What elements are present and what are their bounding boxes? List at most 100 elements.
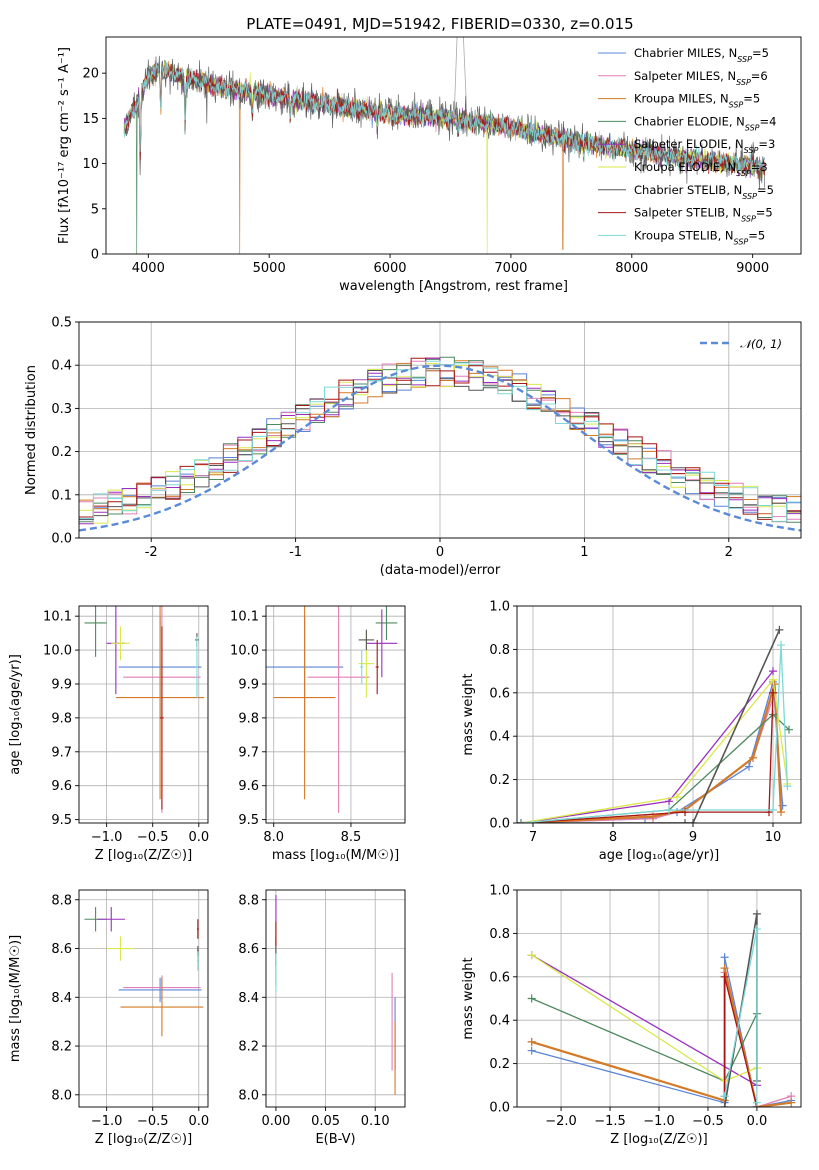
weight-line-chabrier-elodie — [531, 997, 758, 1082]
x-axis-label: Z [log₁₀(Z/Z☉)] — [95, 1132, 192, 1147]
y-tick-label: 0.8 — [489, 643, 510, 658]
x-tick-label: 0.0 — [188, 1114, 209, 1129]
errorbar-point — [196, 919, 199, 939]
x-tick-label: −1.0 — [91, 830, 123, 845]
weight-line-salpeter-stelib — [723, 976, 758, 1107]
axes-frame — [516, 605, 802, 824]
y-axis-label: age [log₁₀(age/yr)] — [8, 654, 23, 775]
weight-marker — [787, 1098, 796, 1107]
chart-spectrum: 4000 5000 6000 7000 8000 9000 0 5 10 15 20 waveleng… — [57, 36, 802, 294]
y-tick-label: 8.0 — [238, 1088, 259, 1103]
y-axis-label: mass weight — [461, 673, 476, 755]
errorbar-point — [84, 606, 107, 657]
y-tick-label: 8.4 — [51, 991, 72, 1006]
y-tick-label: 9.9 — [51, 677, 72, 692]
legend-entry: Kroupa STELIB, NSSP=5 — [634, 228, 765, 246]
gridlines — [79, 606, 208, 823]
weight-marker — [720, 953, 729, 962]
plot-area — [84, 606, 205, 813]
figure-title: PLATE=0491, MJD=51942, FIBERID=0330, z=0… — [246, 15, 633, 33]
weight-marker — [769, 667, 777, 676]
weight-marker — [745, 762, 753, 771]
y-tick-label: 0.0 — [489, 1101, 510, 1116]
chart-residuals: -2 -1 0 1 2 0.0 0.1 0.2 0.3 0.4 0.5 (data-model)/er… — [24, 316, 802, 578]
axes-frame — [78, 321, 802, 539]
weight-marker — [517, 819, 525, 823]
x-tick-label: −1.5 — [594, 1114, 626, 1129]
y-tick-label: 10.0 — [43, 644, 72, 659]
legend: Chabrier MILES, NSSP=5 Salpeter MILES, NS… — [598, 46, 776, 246]
y-tick-label: 9.8 — [238, 711, 259, 726]
y-tick-label: 0 — [91, 248, 99, 263]
y-tick-label: 0.4 — [489, 730, 510, 745]
plot-area — [79, 356, 801, 532]
weight-marker — [527, 951, 536, 960]
gridlines — [517, 605, 801, 824]
x-tick-label: 0.00 — [261, 1114, 290, 1129]
y-tick-label: 10.1 — [43, 610, 72, 625]
normal-reference-curve — [79, 364, 801, 532]
x-axis-label: (data-model)/error — [380, 563, 501, 578]
errorbar-point — [111, 626, 130, 661]
weight-marker — [769, 805, 777, 814]
legend-entry: Salpeter ELODIE, NSSP=3 — [634, 137, 775, 155]
errorbar-point — [360, 650, 364, 684]
weight-marker — [775, 625, 784, 634]
y-tick-label: 0.0 — [51, 532, 72, 547]
ticks: −1.0 −0.5 0.0 9.5 9.6 9.7 9.8 9.9 10.0 10.1 — [43, 610, 209, 845]
plot-area — [275, 894, 396, 1095]
legend-entry: Kroupa MILES, NSSP=5 — [634, 92, 760, 110]
legend: 𝒩(0, 1) — [700, 337, 782, 351]
x-tick-label: 7 — [529, 830, 537, 845]
x-tick-label: 9 — [689, 830, 697, 845]
weight-line-salpeter-elodie — [520, 670, 774, 823]
y-tick-label: 5 — [91, 202, 99, 217]
ticks: 7 8 9 10 0.0 0.2 0.4 0.6 0.8 1.0 — [489, 600, 781, 846]
weight-marker — [783, 782, 792, 791]
weight-marker — [527, 994, 536, 1003]
weight-marker — [527, 1046, 536, 1055]
gridlines — [79, 890, 208, 1107]
ticks: 8.0 8.5 9.5 9.6 9.7 9.8 9.9 10.0 10.1 — [230, 610, 361, 845]
x-tick-label: 0.0 — [188, 830, 209, 845]
weight-marker — [720, 972, 729, 981]
x-tick-label: −0.5 — [137, 830, 169, 845]
x-tick-label: -1 — [289, 545, 302, 560]
weight-marker — [785, 725, 793, 734]
weight-marker — [749, 753, 757, 762]
axes-frame — [516, 889, 802, 1108]
axes-frame — [265, 605, 406, 824]
y-tick-label: 8.8 — [51, 893, 72, 908]
y-tick-label: 9.5 — [238, 813, 259, 828]
x-tick-label: 4000 — [132, 261, 165, 276]
histogram-salpeter-stelib — [79, 357, 801, 523]
chart-mass-vs-Z: −1.0 −0.5 0.0 8.0 8.2 8.4 8.6 8.8 Z [log₁₀(Z/Z☉)… — [8, 889, 209, 1147]
y-tick-label: 9.6 — [238, 779, 259, 794]
panels: 4000 5000 6000 7000 8000 900005101520waveleng… — [8, 36, 802, 1147]
errorbar-point — [358, 629, 375, 651]
x-tick-label: −0.5 — [137, 1114, 169, 1129]
y-tick-label: 0.2 — [489, 773, 510, 788]
weight-marker — [720, 964, 729, 973]
y-tick-label: 8.2 — [238, 1040, 259, 1055]
weight-line-chabrier-stelib — [521, 629, 781, 823]
weight-marker — [527, 1037, 536, 1046]
x-tick-label: 8000 — [615, 261, 648, 276]
y-axis-label: Normed distribution — [24, 365, 39, 495]
y-tick-label: 0.8 — [489, 927, 510, 942]
y-tick-label: 0.5 — [51, 316, 72, 331]
y-tick-label: 0.1 — [51, 488, 72, 503]
y-tick-label: 9.9 — [238, 677, 259, 692]
weight-marker — [752, 909, 761, 918]
x-axis-label: E(B-V) — [315, 1132, 355, 1147]
x-tick-label: 0.05 — [311, 1114, 340, 1129]
x-axis-label: Z [log₁₀(Z/Z☉)] — [95, 848, 192, 863]
errorbar-point — [118, 977, 202, 1003]
x-tick-label: 6000 — [373, 261, 406, 276]
x-axis-label: Z [log₁₀(Z/Z☉)] — [610, 1132, 707, 1147]
errorbar-point — [106, 936, 135, 961]
weight-marker — [752, 925, 761, 934]
ticks: -2 -1 0 1 2 0.0 0.1 0.2 0.3 0.4 0.5 — [51, 316, 733, 561]
x-tick-label: 8.5 — [341, 830, 362, 845]
y-axis-label: Flux [fλ10⁻¹⁷ erg cm⁻² s⁻¹ A⁻¹] — [57, 47, 72, 244]
